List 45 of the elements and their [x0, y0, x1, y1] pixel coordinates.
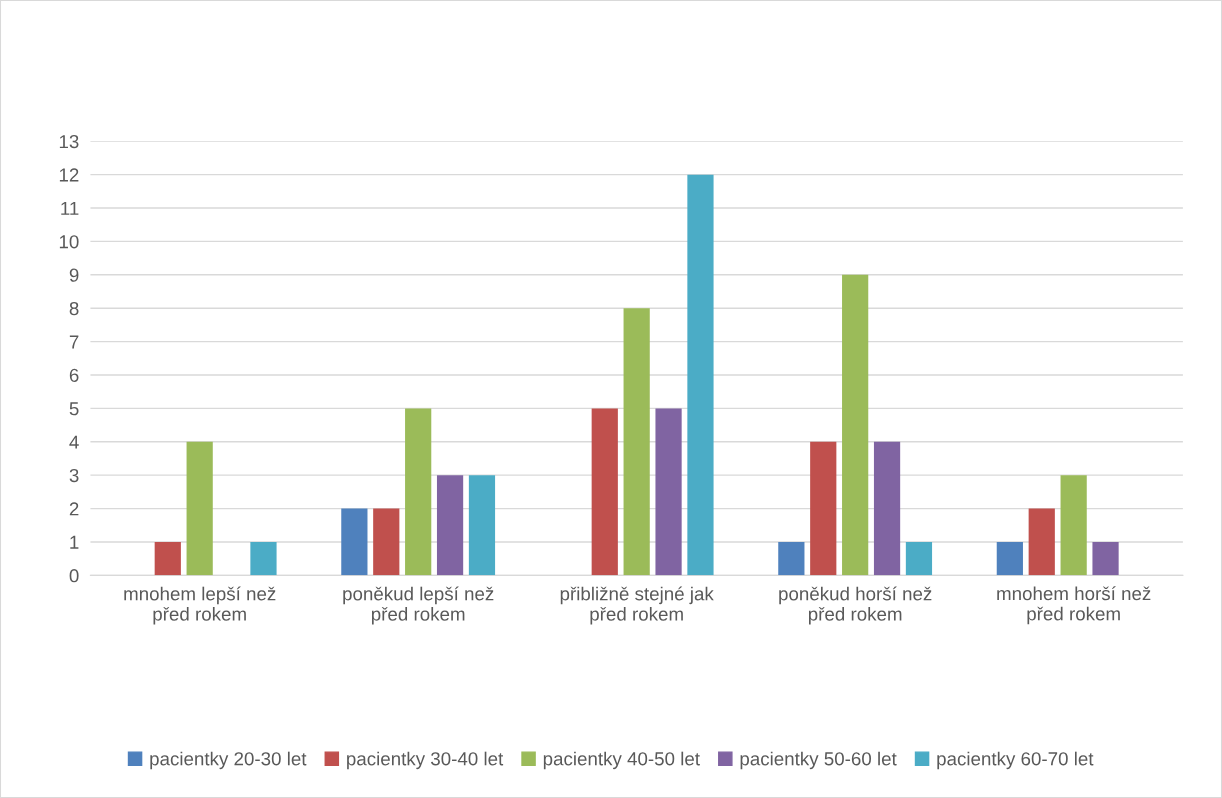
bar: [436, 475, 464, 576]
y-tick-label: 12: [59, 168, 79, 182]
bar: [1060, 475, 1087, 576]
bar: [1028, 508, 1055, 576]
legend-label: pacientky 20-30 let: [150, 751, 307, 770]
x-tick-label: poněkud lepší než před rokem: [343, 586, 494, 625]
legend-label: pacientky 50-60 let: [740, 751, 897, 770]
x-tick-label: přibližně stejné jak před rokem: [560, 586, 714, 625]
bar: [810, 441, 837, 576]
x-tick-label: poněkud horší než před rokem: [779, 586, 932, 625]
bar: [873, 441, 901, 576]
bar: [687, 174, 714, 576]
y-tick-label: 10: [59, 235, 79, 249]
bar: [341, 508, 368, 576]
y-tick-label: 0: [69, 569, 79, 583]
x-tick-label: mnohem lepší než před rokem: [124, 586, 276, 625]
bar: [373, 508, 400, 576]
legend-label: pacientky 60-70 let: [937, 751, 1094, 770]
bar: [778, 541, 805, 576]
bar: [842, 274, 869, 576]
bar: [623, 308, 650, 576]
bar: [468, 475, 496, 576]
bar: [405, 408, 432, 576]
y-tick-label: 7: [69, 335, 79, 349]
bar: [996, 541, 1023, 576]
y-tick-label: 11: [61, 201, 79, 215]
y-tick-label: 6: [69, 368, 79, 382]
y-tick-label: 3: [69, 468, 79, 483]
y-tick-label: 9: [69, 268, 79, 282]
y-tick-label: 2: [69, 502, 79, 516]
bar: [591, 408, 618, 576]
legend-label: pacientky 40-50 let: [543, 751, 700, 770]
legend-label: pacientky 30-40 let: [347, 751, 504, 770]
y-tick-label: 4: [69, 435, 79, 449]
bar: [655, 408, 682, 576]
bar: [154, 541, 181, 576]
y-tick-label: 1: [70, 535, 79, 549]
bar: [905, 541, 933, 576]
bar: [1092, 541, 1119, 576]
y-tick-label: 8: [69, 301, 79, 316]
y-tick-label: 13: [59, 134, 79, 149]
bar: [186, 441, 213, 576]
x-tick-label: mnohem horší než před rokem: [997, 586, 1151, 625]
bar: [250, 541, 277, 576]
y-tick-label: 5: [69, 402, 79, 416]
